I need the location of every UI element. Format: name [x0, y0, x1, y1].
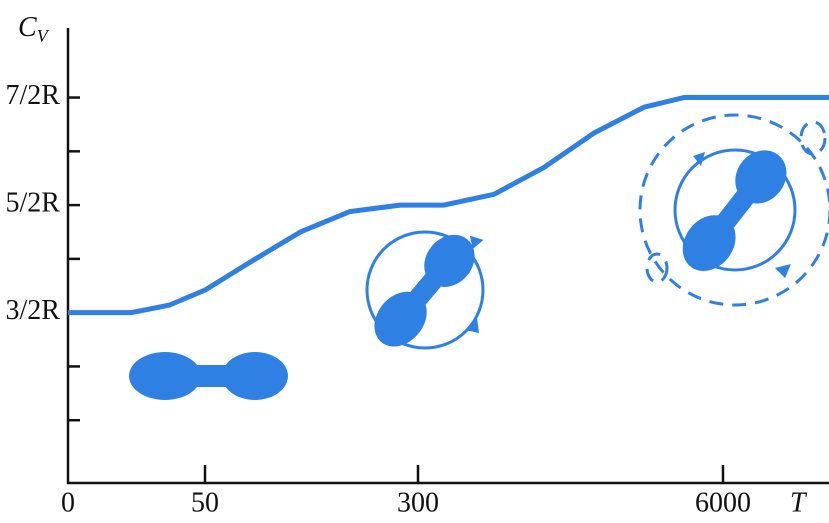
x-tick-label: 50: [191, 487, 219, 518]
y-tick-label: 5/2R: [6, 188, 61, 219]
molecule-translation: [129, 352, 288, 400]
molecule-rotation: [364, 225, 485, 357]
x-tick-label: 6000: [695, 487, 751, 518]
y-tick-label: 3/2R: [6, 295, 61, 326]
y-tick-label: 7/2R: [6, 80, 61, 111]
chart: CV T 0 50 300 6000 3/2R 5/2R 7/2R: [0, 0, 829, 523]
x-axis-label: T: [790, 487, 808, 518]
x-tick-label: 0: [61, 487, 75, 518]
molecule-vibration: [640, 115, 829, 305]
y-axis-label: CV: [18, 12, 50, 46]
x-tick-label: 300: [397, 487, 439, 518]
